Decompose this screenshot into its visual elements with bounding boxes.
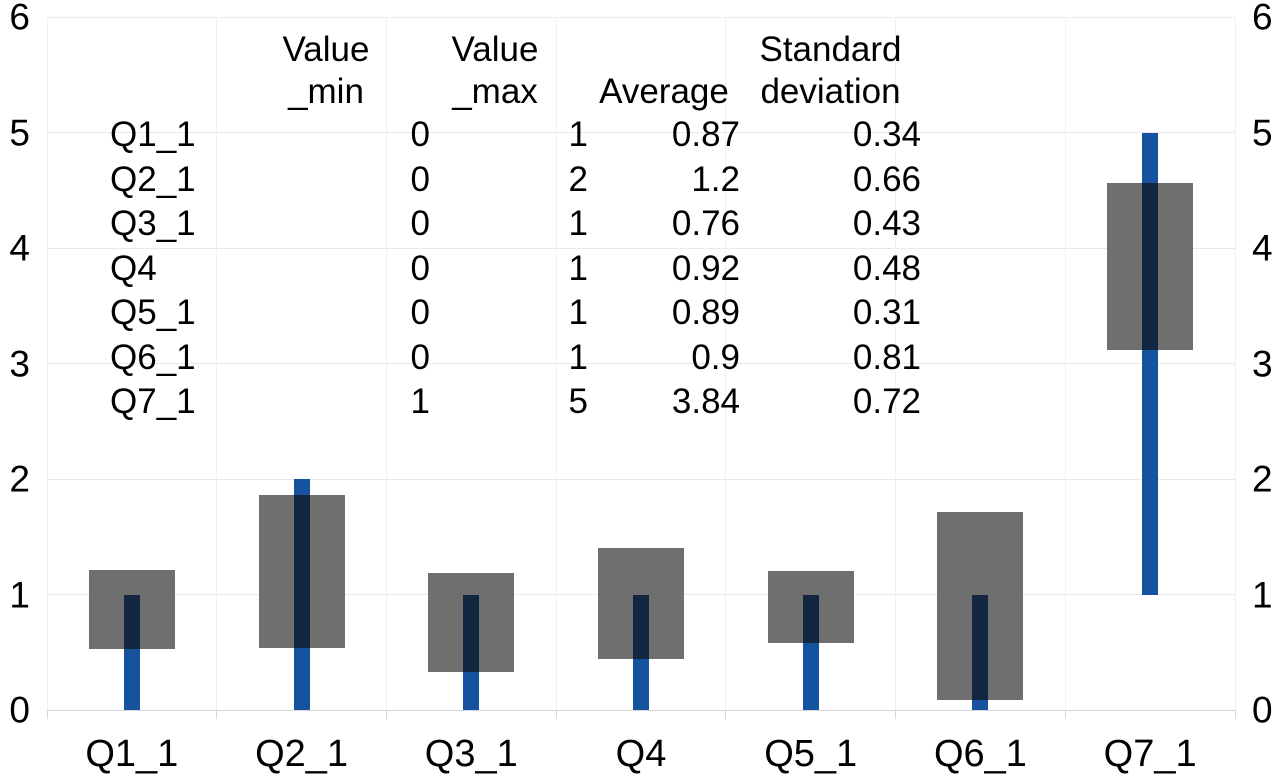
table-cell-avg: 3.84	[671, 382, 740, 421]
x-axis-label-Q5_1: Q5_1	[764, 733, 858, 775]
x-axis-label-Q4: Q4	[615, 733, 667, 775]
table-header-line2: _max	[452, 72, 538, 111]
horizontal-gridline	[47, 247, 1235, 249]
table-cell-min: 0	[410, 293, 430, 332]
table-header-line2: Average	[599, 72, 729, 111]
table-cell-max: 1	[568, 248, 588, 288]
horizontal-gridline	[47, 132, 1235, 133]
y-axis-label-right: 1	[1252, 574, 1273, 615]
vertical-gridline	[216, 17, 218, 710]
table-cell-std: 0.43	[852, 204, 921, 243]
table-cell-max: 1	[568, 293, 588, 332]
table-row-label: Q3_1	[110, 204, 196, 243]
x-axis-tick	[216, 710, 218, 719]
horizontal-gridline	[47, 16, 1235, 18]
x-axis-label-Q1_1: Q1_1	[85, 733, 179, 775]
y-axis-label-right: 2	[1252, 458, 1273, 500]
table-cell-avg: 0.76	[671, 204, 740, 243]
vertical-gridline	[1234, 17, 1236, 710]
x-axis-line	[47, 709, 1235, 711]
y-axis-label-right: 4	[1252, 227, 1273, 269]
vertical-gridline	[1064, 17, 1066, 710]
x-axis-tick	[385, 710, 387, 719]
x-axis-tick	[1234, 710, 1236, 719]
y-axis-label-right: 6	[1252, 0, 1273, 38]
y-axis-label-left: 5	[9, 112, 30, 153]
table-header-col1: Value _min	[250, 20, 430, 113]
overlap-segment-Q1_1	[123, 594, 140, 649]
table-cell-min: 0	[410, 159, 430, 199]
table-header-line2: _min	[288, 72, 364, 111]
table-row-label: Q4	[110, 248, 157, 288]
table-header-line1: Value	[451, 30, 539, 69]
table-cell-min: 0	[410, 248, 430, 288]
x-axis-label-Q6_1: Q6_1	[933, 733, 1027, 775]
y-axis-label-right: 0	[1252, 689, 1273, 731]
overlap-segment-Q7_1	[1142, 183, 1159, 350]
overlap-segment-Q3_1	[463, 594, 480, 672]
table-cell-std: 0.66	[852, 159, 921, 199]
x-axis-label-Q3_1: Q3_1	[424, 733, 518, 775]
table-row-label: Q6_1	[110, 337, 196, 377]
table-cell-min: 0	[410, 337, 430, 377]
table-cell-std: 0.31	[852, 293, 921, 332]
y-axis-label-left: 2	[9, 458, 30, 500]
table-header-line2: deviation	[760, 72, 901, 111]
vertical-gridline	[555, 17, 557, 710]
table-cell-avg: 0.92	[671, 248, 740, 288]
table-header-line1: Standard	[759, 30, 902, 69]
table-cell-min: 0	[410, 115, 430, 154]
table-header-col2: Value _max	[430, 20, 588, 113]
x-axis-label-Q2_1: Q2_1	[255, 733, 349, 775]
y-axis-label-left: 1	[9, 574, 30, 615]
x-axis-tick	[725, 710, 727, 719]
x-axis-tick	[555, 710, 557, 719]
vertical-gridline	[385, 17, 387, 710]
y-axis-label-left: 3	[9, 343, 30, 384]
vertical-gridline	[46, 17, 48, 710]
table-cell-avg: 0.87	[671, 115, 740, 154]
overlap-segment-Q5_1	[802, 594, 819, 643]
table-header-col4: Standard deviation	[740, 20, 921, 113]
table-cell-avg: 1.2	[691, 159, 740, 199]
table-cell-max: 5	[568, 382, 588, 421]
overlap-segment-Q4	[633, 594, 649, 660]
x-axis-label-Q7_1: Q7_1	[1103, 733, 1197, 775]
vertical-gridline	[895, 17, 897, 710]
data-table: Value _min Value _max Average Standard deviati…	[110, 20, 921, 425]
table-cell-std: 0.72	[852, 382, 921, 421]
table-header-col3: Average	[588, 20, 740, 113]
table-header-col0	[110, 20, 250, 113]
table-cell-max: 1	[568, 115, 588, 154]
horizontal-gridline	[47, 478, 1235, 480]
horizontal-gridline	[47, 363, 1235, 364]
table-cell-avg: 0.9	[691, 337, 740, 377]
table-cell-avg: 0.89	[671, 293, 740, 332]
table-cell-std: 0.34	[852, 115, 921, 154]
y-axis-label-right: 3	[1252, 343, 1273, 384]
table-cell-min: 1	[410, 382, 430, 421]
y-axis-label-left: 0	[9, 689, 30, 731]
table-cell-max: 1	[568, 204, 588, 243]
table-row-label: Q7_1	[110, 382, 196, 421]
table-row-label: Q5_1	[110, 293, 196, 332]
overlap-segment-Q2_1	[293, 495, 310, 648]
x-axis-tick	[46, 710, 48, 719]
x-axis-tick	[1064, 710, 1066, 719]
table-header-line1: Value	[282, 30, 370, 69]
table-cell-max: 1	[568, 337, 588, 377]
table-cell-std: 0.48	[852, 248, 921, 288]
y-axis-label-left: 6	[9, 0, 30, 38]
x-axis-tick	[895, 710, 897, 719]
vertical-gridline	[725, 17, 727, 710]
table-row-label: Q2_1	[110, 159, 196, 199]
table-row-label: Q1_1	[110, 115, 196, 154]
y-axis-label-left: 4	[9, 227, 30, 269]
overlap-segment-Q6_1	[972, 594, 989, 700]
table-cell-std: 0.81	[852, 337, 921, 377]
table-cell-max: 2	[568, 159, 588, 199]
table-cell-min: 0	[410, 204, 430, 243]
y-axis-label-right: 5	[1252, 112, 1273, 153]
